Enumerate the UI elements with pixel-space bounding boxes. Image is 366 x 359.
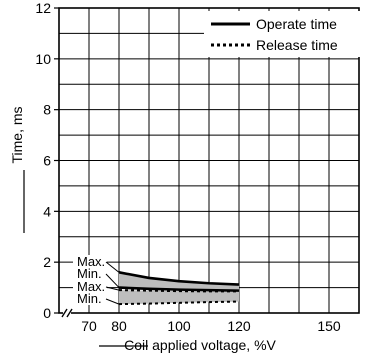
- legend: Operate time Release time: [204, 11, 360, 57]
- x-tick-label: 70: [81, 318, 97, 334]
- band-label: Min.: [77, 266, 102, 281]
- axis-break-mark: [61, 308, 73, 318]
- x-tick-label: 80: [111, 318, 127, 334]
- operate-time-min-line: [118, 286, 240, 292]
- band-label-background: [73, 292, 107, 305]
- legend-label-operate: Operate time: [256, 16, 337, 32]
- band-label-leader: [105, 298, 120, 305]
- x-tick-label: 100: [167, 318, 191, 334]
- band-label-background: [73, 280, 107, 293]
- axis-break-gap: [63, 309, 71, 317]
- x-tick-label: 120: [227, 318, 251, 334]
- y-tick-label: 8: [43, 102, 51, 118]
- x-axis-label: Coil applied voltage, %V: [124, 337, 276, 353]
- band-label: Max.: [77, 254, 105, 269]
- y-tick-label: 0: [43, 305, 51, 321]
- y-tick-label: 10: [35, 51, 51, 67]
- band-label-leader: [105, 261, 120, 273]
- series-lines: [118, 271, 240, 306]
- release-time-max-line: [118, 289, 239, 293]
- band-label-background: [73, 255, 107, 268]
- band-label: Max.: [77, 279, 105, 294]
- x-tick-label: 150: [317, 318, 341, 334]
- x-tick-labels: 70 80 100 120 150: [81, 318, 341, 334]
- y-axis-label: Time, ms: [9, 106, 25, 163]
- y-tick-label: 4: [43, 203, 51, 219]
- band-labels: Max.Min.Max.Min.: [73, 254, 120, 306]
- release-time-min-line: [118, 300, 240, 306]
- y-tick-label: 6: [43, 153, 51, 169]
- band-label-leader: [105, 286, 120, 291]
- legend-label-release: Release time: [256, 37, 338, 53]
- band-label-leader: [105, 273, 120, 288]
- y-tick-label: 12: [35, 0, 51, 16]
- operate-time-max-line: [118, 271, 240, 286]
- release-time-band: [119, 290, 239, 305]
- y-tick-label: 2: [43, 254, 51, 270]
- axis-break-slash: [61, 308, 68, 318]
- band-label-background: [73, 267, 107, 280]
- band-label: Min.: [77, 291, 102, 306]
- legend-background: [204, 11, 360, 57]
- y-tick-labels: 0 2 4 6 8 10 12: [35, 0, 59, 321]
- axis-break-slash: [66, 308, 73, 318]
